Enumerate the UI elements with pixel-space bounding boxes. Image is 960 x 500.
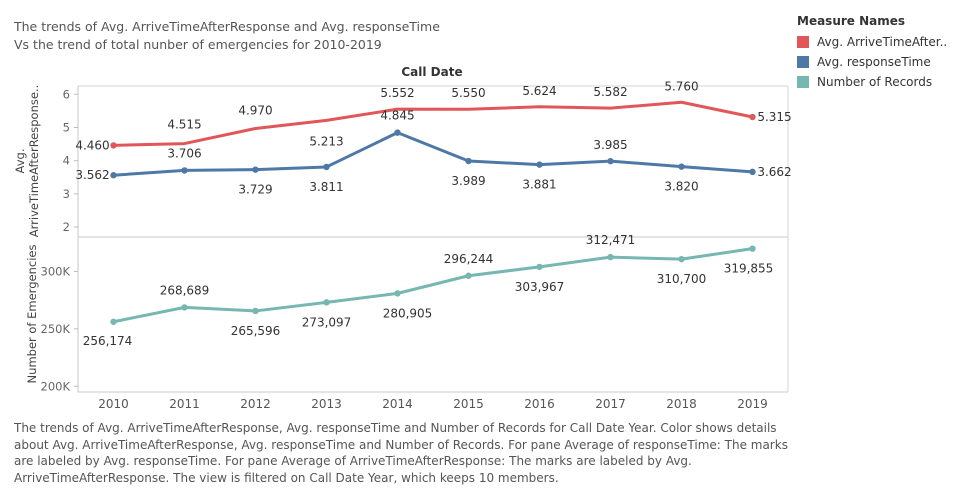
x-tick-label-2014: 2014 xyxy=(382,397,413,411)
top-data-label-1-2014: 4.845 xyxy=(380,109,414,123)
top-ytick-label: 2 xyxy=(63,220,70,234)
bottom-y-axis-title: Number of Emergencies xyxy=(25,245,39,384)
x-tick-label-2016: 2016 xyxy=(524,397,555,411)
bottom-data-label-0-2010: 256,174 xyxy=(83,334,133,348)
top-data-point-1-2019 xyxy=(749,168,756,176)
bottom-data-point-0-2017 xyxy=(607,253,614,261)
top-data-label-0-2016: 5.624 xyxy=(522,84,556,98)
bottom-data-point-0-2010 xyxy=(110,318,117,325)
top-data-label-1-2010: 3.562 xyxy=(75,168,109,182)
top-data-label-1-2013: 3.811 xyxy=(309,180,343,194)
bottom-data-point-0-2018 xyxy=(678,255,685,263)
top-data-label-1-2018: 3.820 xyxy=(664,180,698,194)
top-data-label-1-2011: 3.706 xyxy=(167,146,201,160)
bottom-series-line-0 xyxy=(112,247,754,324)
x-tick-label-2010: 2010 xyxy=(98,397,129,411)
top-series-line-1 xyxy=(112,131,754,177)
top-data-label-0-2013: 5.213 xyxy=(309,134,343,148)
top-data-point-1-2014 xyxy=(394,129,401,136)
top-data-label-1-2016: 3.881 xyxy=(522,178,556,192)
top-series-line-0 xyxy=(112,100,754,147)
bottom-data-label-0-2015: 296,244 xyxy=(444,252,494,266)
top-data-point-0-2019 xyxy=(749,113,756,121)
bottom-data-label-0-2014: 280,905 xyxy=(383,306,433,320)
bottom-ytick-label: 250K xyxy=(41,322,71,336)
bottom-data-point-0-2016 xyxy=(536,263,543,271)
legend-swatch-response-time xyxy=(797,56,809,68)
bottom-data-label-0-2019: 319,855 xyxy=(724,262,774,276)
chart-svg: Call Date 2 3 4 5 6 Avg. ArriveTimeAfterRespon… xyxy=(13,65,792,411)
bottom-data-point-0-2011 xyxy=(181,304,188,311)
top-data-point-0-2010 xyxy=(110,142,117,149)
bottom-data-label-0-2018: 310,700 xyxy=(657,272,707,286)
top-data-label-1-2012: 3.729 xyxy=(238,183,272,197)
chart-caption: The trends of Avg. ArriveTimeAfterRespon… xyxy=(14,421,788,485)
bottom-data-label-0-2013: 273,097 xyxy=(302,315,352,329)
top-data-label-1-2019: 3.662 xyxy=(757,165,791,179)
top-data-label-0-2014: 5.552 xyxy=(380,86,414,100)
top-data-point-1-2017 xyxy=(607,157,614,165)
legend[interactable]: Measure Names Avg. ArriveTimeAfter.. Avg… xyxy=(797,14,947,92)
x-tick-label-2013: 2013 xyxy=(311,397,342,411)
column-header-call-date: Call Date xyxy=(401,65,462,79)
top-data-label-0-2015: 5.550 xyxy=(451,86,485,100)
legend-swatch-number-of-records xyxy=(797,76,809,88)
top-data-label-1-2017: 3.985 xyxy=(593,138,627,152)
bottom-data-point-0-2012 xyxy=(252,307,259,315)
legend-swatch-arrive-time xyxy=(797,36,809,48)
top-data-label-0-2019: 5.315 xyxy=(757,110,791,124)
top-data-point-1-2012 xyxy=(252,166,259,173)
legend-label-number-of-records: Number of Records xyxy=(817,75,933,89)
bottom-data-point-0-2013 xyxy=(323,299,330,306)
top-data-label-0-2012: 4.970 xyxy=(238,103,272,117)
legend-title: Measure Names xyxy=(797,14,906,28)
x-tick-label-2015: 2015 xyxy=(453,397,484,411)
top-data-point-1-2016 xyxy=(536,161,543,168)
bottom-data-point-0-2015 xyxy=(465,272,472,279)
top-data-point-1-2011 xyxy=(181,167,188,174)
bottom-data-label-0-2012: 265,596 xyxy=(231,324,281,338)
top-ytick-label: 5 xyxy=(63,120,70,134)
chart-title-line-2: Vs the trend of total nunber of emergenc… xyxy=(14,37,382,52)
top-ytick-label: 6 xyxy=(63,87,70,101)
x-tick-label-2011: 2011 xyxy=(169,397,200,411)
top-data-label-0-2017: 5.582 xyxy=(593,85,627,99)
bottom-ytick-label: 200K xyxy=(41,379,71,393)
x-tick-label-2018: 2018 xyxy=(666,397,697,411)
legend-label-response-time: Avg. responseTime xyxy=(817,55,931,69)
chart-title: The trends of Avg. ArriveTimeAfterRespon… xyxy=(14,18,440,54)
top-ytick-label: 3 xyxy=(63,187,70,201)
top-data-point-1-2013 xyxy=(323,163,330,171)
top-data-label-0-2010: 4.460 xyxy=(75,138,109,152)
top-data-label-0-2018: 5.760 xyxy=(664,79,698,93)
top-y-axis-title: Avg. xyxy=(13,149,27,174)
legend-item-number-of-records[interactable]: Number of Records xyxy=(797,72,947,92)
bottom-data-label-0-2016: 303,967 xyxy=(515,280,565,294)
top-data-point-1-2010 xyxy=(110,172,117,179)
top-data-label-0-2011: 4.515 xyxy=(167,118,201,132)
legend-label-arrive-time: Avg. ArriveTimeAfter.. xyxy=(817,35,948,49)
bottom-ytick-label: 300K xyxy=(41,264,71,278)
x-tick-label-2017: 2017 xyxy=(595,397,626,411)
bottom-data-point-0-2014 xyxy=(394,290,401,297)
bottom-data-label-0-2017: 312,471 xyxy=(586,233,636,247)
legend-item-response-time[interactable]: Avg. responseTime xyxy=(797,52,947,72)
x-tick-label-2012: 2012 xyxy=(240,397,271,411)
legend-item-arrive-time[interactable]: Avg. ArriveTimeAfter.. xyxy=(797,32,947,52)
top-y-axis-title: ArriveTimeAfterResponse.. xyxy=(27,85,41,238)
x-tick-label-2019: 2019 xyxy=(737,397,768,411)
top-data-label-1-2015: 3.989 xyxy=(451,174,485,188)
top-data-point-1-2015 xyxy=(465,157,472,165)
top-ytick-label: 4 xyxy=(63,154,70,168)
bottom-data-point-0-2019 xyxy=(749,245,756,252)
top-data-point-1-2018 xyxy=(678,163,685,170)
bottom-data-label-0-2011: 268,689 xyxy=(160,283,210,297)
chart-title-line-1: The trends of Avg. ArriveTimeAfterRespon… xyxy=(14,19,440,34)
